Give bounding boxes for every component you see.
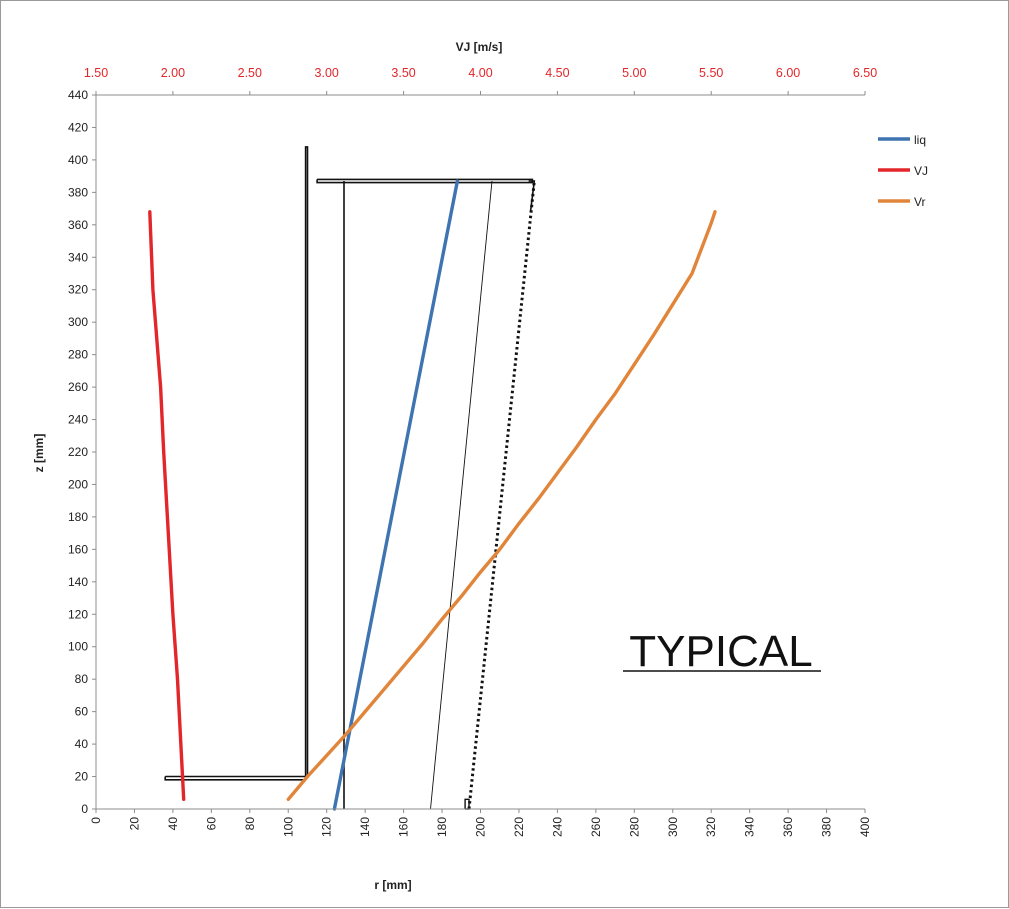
top-x-tick-label: 2.50 [238,66,262,80]
x-tick-label: 300 [666,817,680,837]
y-tick-label: 60 [75,705,89,719]
x-tick-label: 100 [281,817,295,837]
series-line-vr [286,210,717,801]
thin-slant-line [430,180,493,810]
top-x-tick-label: 4.00 [468,66,492,80]
y-tick-label: 320 [68,283,88,297]
x-tick-label: 140 [358,817,372,837]
top-x-tick-label: 3.50 [391,66,415,80]
series-line-vj [148,210,186,801]
y-tick-label: 420 [68,120,88,134]
y-tick-label: 20 [75,770,89,784]
right-cap [528,180,536,212]
x-tick-label: 360 [781,817,795,837]
y-tick-label: 360 [68,218,88,232]
x-tick-label: 40 [166,817,180,831]
y-tick-label: 300 [68,315,88,329]
y-tick-label: 440 [68,88,88,102]
x-tick-label: 120 [320,817,334,837]
x-tick-label: 220 [512,817,526,837]
top-x-tick-label: 5.00 [622,66,646,80]
y-axis-title: z [mm] [32,434,46,473]
y-tick-label: 0 [81,802,88,816]
legend-label-vj: VJ [914,164,928,178]
y-tick-label: 200 [68,477,88,491]
x-tick-label: 280 [627,817,641,837]
x-tick-label: 160 [397,817,411,837]
y-tick-label: 340 [68,250,88,264]
y-tick-label: 220 [68,445,88,459]
x-tick-label: 80 [243,817,257,831]
bottom-box [464,798,470,810]
y-tick-label: 80 [75,672,89,686]
series-line-liq [332,179,460,811]
y-tick-label: 260 [68,380,88,394]
y-tick-label: 180 [68,510,88,524]
top-x-tick-label: 2.00 [161,66,185,80]
x-tick-label: 20 [127,817,141,831]
top-plate [316,178,534,184]
top-x-tick-label: 6.00 [776,66,800,80]
top-x-axis-title: VJ [m/s] [456,40,503,54]
series-layer [148,179,717,811]
legend-label-vr: Vr [914,195,926,209]
x-tick-label: 180 [435,817,449,837]
top-x-tick-label: 3.00 [315,66,339,80]
y-tick-label: 120 [68,607,88,621]
x-tick-label: 400 [858,817,872,837]
top-x-tick-label: 6.50 [853,66,877,80]
axes-layer: 0204060801001201401601802002202402602803… [68,66,877,837]
x-tick-label: 380 [820,817,834,837]
y-tick-label: 380 [68,185,88,199]
x-tick-label: 320 [704,817,718,837]
y-tick-label: 160 [68,542,88,556]
geometry-layer [164,146,536,810]
y-tick-label: 240 [68,413,88,427]
top-x-tick-label: 1.50 [84,66,108,80]
legend: liq VJ Vr [878,133,928,209]
x-tick-label: 240 [550,817,564,837]
legend-label-liq: liq [914,133,926,147]
x-axis-title: r [mm] [374,878,411,892]
y-tick-label: 100 [68,640,88,654]
y-tick-label: 140 [68,575,88,589]
y-tick-label: 40 [75,737,89,751]
typical-annotation: TYPICAL [629,627,812,676]
dotted-slant-line [467,180,536,810]
y-tick-label: 400 [68,153,88,167]
wall-outline [164,146,309,781]
x-tick-label: 340 [743,817,757,837]
top-x-tick-label: 5.50 [699,66,723,80]
y-tick-label: 280 [68,348,88,362]
x-tick-label: 200 [474,817,488,837]
top-x-tick-label: 4.50 [545,66,569,80]
x-tick-label: 260 [589,817,603,837]
x-tick-label: 60 [204,817,218,831]
x-tick-label: 0 [89,817,103,824]
